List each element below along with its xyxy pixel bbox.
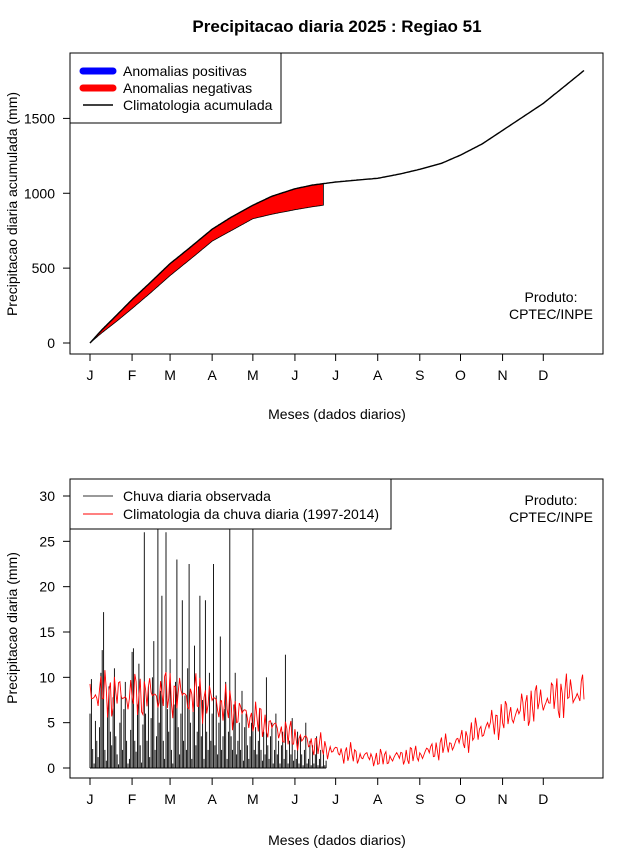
y-tick-label: 30 [39, 488, 55, 504]
x-tick-label: J [291, 367, 298, 383]
daily-legend: Chuva diaria observada Climatologia da c… [69, 478, 392, 530]
y-tick-label: 10 [39, 669, 55, 685]
y-tick-label: 20 [39, 579, 55, 595]
legend-label-daily-climatology: Climatologia da chuva diaria (1997-2014) [123, 506, 379, 522]
x-tick-label: O [455, 791, 466, 807]
cumulative-panel: 0 500 1000 1500 J F M A M J J A S O N D Precipitacao d… [4, 52, 604, 422]
cumulative-produto-label: Produto: [525, 289, 578, 305]
y-tick-label: 0 [47, 335, 55, 351]
cumulative-legend: Anomalias positivas Anomalias negativas … [69, 52, 282, 124]
x-tick-label: M [247, 367, 259, 383]
legend-label-negative: Anomalias negativas [123, 80, 252, 96]
daily-produto-label: Produto: [525, 492, 578, 508]
cumulative-x-axis-label: Meses (dados diarios) [268, 406, 406, 422]
x-tick-label: M [247, 791, 259, 807]
x-tick-label: A [373, 367, 383, 383]
y-tick-label: 1000 [24, 185, 55, 201]
x-tick-label: M [164, 791, 176, 807]
x-tick-label: N [498, 367, 508, 383]
legend-label-positive: Anomalias positivas [123, 63, 247, 79]
daily-y-axis-label: Precipitacao diaria (mm) [4, 552, 20, 704]
y-tick-label: 0 [47, 760, 55, 776]
x-tick-label: S [415, 791, 424, 807]
x-tick-label: J [332, 367, 339, 383]
x-tick-label: J [87, 791, 94, 807]
x-tick-label: F [128, 367, 137, 383]
x-tick-label: A [373, 791, 383, 807]
cumulative-produto-source: CPTEC/INPE [509, 306, 593, 322]
legend-label-climatology: Climatologia acumulada [123, 97, 273, 113]
negative-anomaly-fill [89, 183, 324, 344]
x-tick-label: J [291, 791, 298, 807]
x-tick-label: M [164, 367, 176, 383]
y-tick-label: 500 [32, 260, 56, 276]
x-tick-label: D [538, 791, 548, 807]
cumulative-climatology-line [89, 69, 585, 344]
x-tick-label: J [332, 791, 339, 807]
daily-panel: 0 5 10 15 20 25 30 J F M A M J J A S O N D Precipitacao d… [4, 478, 604, 848]
daily-climatology-line [89, 670, 585, 767]
y-tick-label: 1500 [24, 110, 55, 126]
daily-climatology-line [89, 670, 585, 767]
climatology-cumulative-line [89, 69, 585, 344]
figure-title: Precipitacao diaria 2025 : Regiao 51 [192, 17, 481, 36]
x-tick-label: D [538, 367, 548, 383]
daily-legend-box [69, 478, 392, 530]
y-tick-label: 5 [47, 715, 55, 731]
x-tick-label: F [128, 791, 137, 807]
observed-daily-bars [89, 523, 327, 769]
x-tick-label: O [455, 367, 466, 383]
x-tick-label: S [415, 367, 424, 383]
x-tick-label: A [207, 791, 217, 807]
cumulative-y-axis-label: Precipitacao diaria acumulada (mm) [4, 92, 20, 316]
cumulative-y-axis: 0 500 1000 1500 [24, 110, 71, 351]
daily-x-axis-label: Meses (dados diarios) [268, 832, 406, 848]
x-tick-label: N [498, 791, 508, 807]
x-tick-label: J [87, 367, 94, 383]
y-tick-label: 25 [39, 533, 55, 549]
daily-produto-source: CPTEC/INPE [509, 509, 593, 525]
x-tick-label: A [207, 367, 217, 383]
daily-y-axis: 0 5 10 15 20 25 30 [39, 488, 71, 776]
legend-label-observed: Chuva diaria observada [123, 488, 271, 504]
y-tick-label: 15 [39, 624, 55, 640]
negative-anomaly-area [89, 183, 324, 344]
